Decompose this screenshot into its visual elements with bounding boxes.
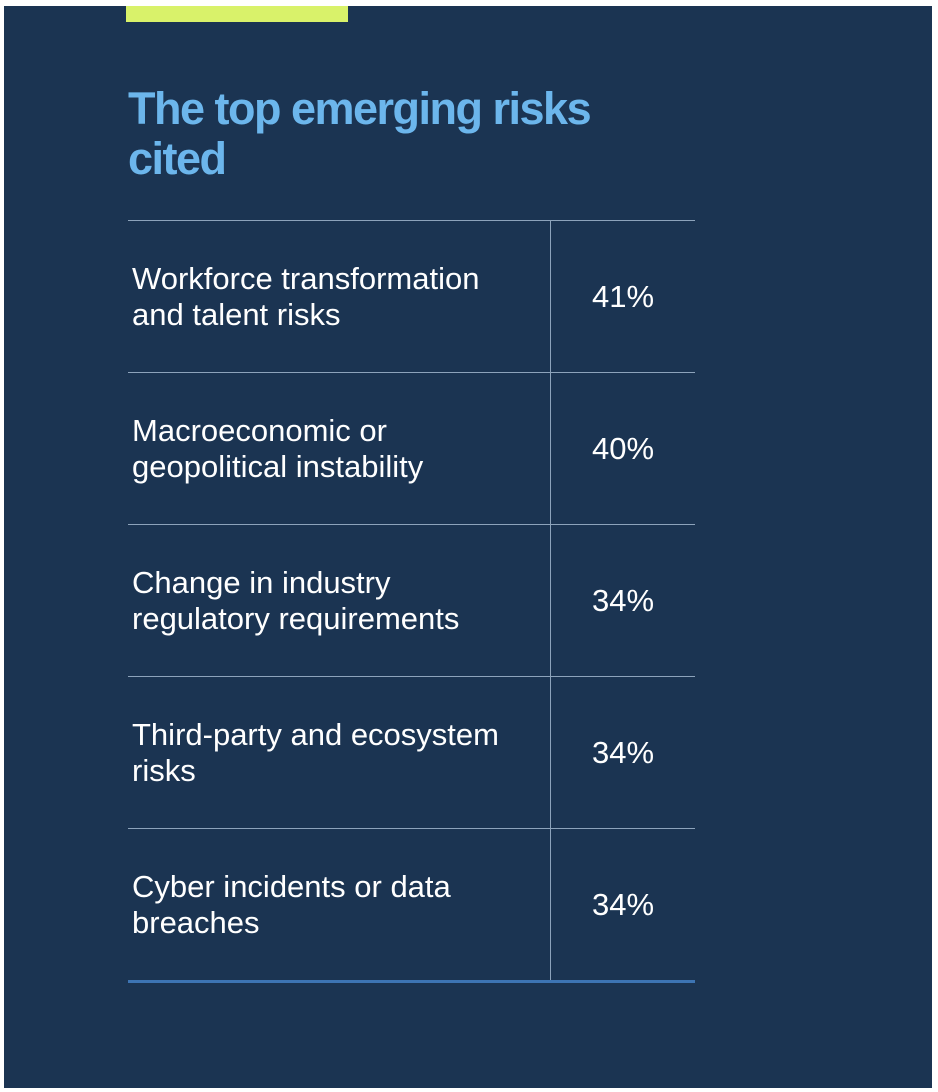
infographic-panel: The top emerging risks cited Workforce t… — [4, 6, 932, 1088]
chart-title: The top emerging risks cited — [128, 83, 592, 184]
risk-value: 34% — [550, 829, 695, 980]
risk-label-text: Third-party and ecosystem risks — [132, 716, 499, 788]
table-row: Workforce transformation and talent risk… — [128, 220, 695, 372]
risk-label: Workforce transformation and talent risk… — [132, 221, 542, 372]
table-row: Cyber incidents or data breaches 34% — [128, 828, 695, 980]
table-bottom-rule — [128, 980, 695, 983]
risk-value: 34% — [550, 525, 695, 676]
table-row: Change in industry regulatory requiremen… — [128, 524, 695, 676]
risk-value: 41% — [550, 221, 695, 372]
risk-value: 40% — [550, 373, 695, 524]
table-row: Third-party and ecosystem risks 34% — [128, 676, 695, 828]
risk-label: Third-party and ecosystem risks — [132, 677, 542, 828]
risk-label: Macroeconomic or geopolitical instabilit… — [132, 373, 542, 524]
risk-value: 34% — [550, 677, 695, 828]
risk-label: Change in industry regulatory requiremen… — [132, 525, 542, 676]
table-row: Macroeconomic or geopolitical instabilit… — [128, 372, 695, 524]
accent-bar — [126, 6, 348, 22]
risk-label-text: Change in industry regulatory requiremen… — [132, 564, 460, 636]
risk-table: Workforce transformation and talent risk… — [128, 220, 695, 983]
risk-label-text: Macroeconomic or geopolitical instabilit… — [132, 412, 424, 484]
risk-label-text: Cyber incidents or data breaches — [132, 868, 451, 940]
risk-label-text: Workforce transformation and talent risk… — [132, 260, 480, 332]
risk-label: Cyber incidents or data breaches — [132, 829, 542, 980]
